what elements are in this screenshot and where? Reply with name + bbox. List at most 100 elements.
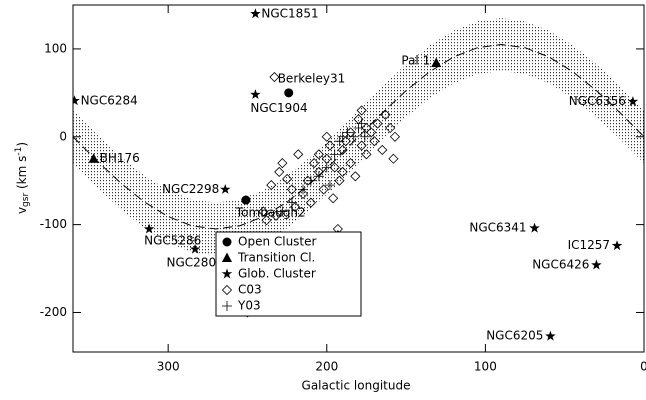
marker-diamond [274, 166, 285, 177]
point-label: NGC6356 [569, 94, 626, 108]
marker-plus [356, 118, 367, 129]
marker-star [189, 243, 201, 254]
marker-star [143, 223, 155, 234]
marker-diamond [293, 149, 304, 160]
marker-plus [348, 131, 359, 142]
marker-diamond [261, 215, 272, 226]
marker-diamond [334, 175, 345, 186]
marker-diamond [324, 140, 336, 151]
marker-plus [337, 131, 348, 142]
marker-diamond [356, 140, 367, 151]
point-label: NGC2298 [162, 182, 219, 196]
marker-diamond [361, 149, 372, 160]
marker-plus [277, 206, 288, 217]
marker-plus [313, 171, 324, 182]
legend-marker [222, 237, 232, 247]
point-label: NGC6205 [486, 329, 543, 343]
marker-star [611, 240, 623, 251]
marker-diamond [318, 184, 329, 195]
marker-plus [321, 162, 332, 173]
marker-circle [284, 88, 294, 98]
marker-diamond [270, 210, 282, 221]
plot-frame [72, 4, 645, 353]
marker-triangle [431, 57, 442, 67]
marker-diamond [309, 158, 320, 169]
marker-diamond [282, 173, 293, 185]
legend-label: C03 [238, 283, 262, 297]
marker-star [250, 89, 261, 100]
legend-label: Glob. Cluster [238, 267, 316, 281]
x-axis-label: Galactic longitude [302, 379, 411, 393]
marker-diamond [313, 149, 324, 160]
y-tick-label: -200 [40, 305, 67, 319]
point-label: NGC1904 [250, 101, 307, 115]
marker-plus [305, 175, 316, 186]
marker-diamond [345, 158, 356, 169]
marker-diamond [380, 109, 391, 120]
point-label: NGC6426 [532, 258, 589, 272]
marker-diamond [286, 184, 297, 195]
point-label: NGC2808 [167, 256, 224, 270]
point-label: NGC6284 [81, 93, 138, 107]
marker-diamond [377, 144, 388, 156]
point-label: Berkeley31 [278, 71, 346, 85]
y-tick-label: 0 [59, 129, 67, 143]
marker-star [591, 259, 602, 270]
y-tick-label: 100 [44, 41, 67, 55]
marker-plus [286, 197, 297, 208]
marker-diamond [305, 197, 316, 208]
marker-diamond [258, 206, 269, 217]
legend-label: Y03 [237, 299, 261, 313]
y-tick-label: -100 [40, 217, 67, 231]
legend-label: Transition Cl. [237, 251, 315, 265]
marker-diamond [350, 171, 361, 182]
y-axis-label: vgsr (km s-1) [14, 142, 31, 214]
marker-diamond [337, 166, 348, 177]
point-label: IC1257 [568, 238, 610, 252]
marker-diamond [369, 136, 380, 147]
marker-star [529, 222, 540, 233]
x-tick-label: 0 [640, 360, 646, 374]
point-label: BH176 [100, 151, 140, 165]
marker-circle [241, 195, 251, 205]
marker-diamond [269, 71, 280, 83]
legend-label: Open Cluster [238, 235, 317, 249]
x-tick-label: 200 [315, 360, 338, 374]
point-label: Tombaugh2 [235, 206, 306, 220]
point-label: Pal 1 [401, 53, 430, 67]
marker-star [627, 96, 639, 107]
marker-star [545, 330, 556, 341]
marker-plus [329, 149, 340, 160]
point-label: NGC5286 [144, 234, 201, 248]
marker-diamond [388, 153, 399, 164]
legend-marker [221, 284, 233, 296]
marker-triangle [88, 153, 99, 163]
point-label: NGC6341 [469, 221, 526, 235]
marker-diamond [321, 131, 332, 142]
x-tick-label: 300 [157, 360, 180, 374]
marker-plus [324, 180, 335, 191]
marker-diamond [389, 131, 401, 142]
marker-star [73, 95, 80, 106]
legend-box [215, 231, 362, 317]
marker-diamond [329, 162, 340, 173]
point-label: NGC1851 [261, 6, 318, 20]
marker-plus [359, 131, 370, 142]
marker-diamond [372, 118, 383, 129]
marker-diamond [277, 158, 288, 169]
marker-star [220, 183, 231, 194]
marker-diamond [328, 193, 339, 204]
marker-diamond [337, 144, 348, 156]
marker-diamond [266, 180, 277, 191]
legend-marker [222, 301, 232, 311]
marker-diamond [385, 122, 396, 134]
x-tick-label: 100 [474, 360, 497, 374]
marker-star [250, 8, 261, 19]
marker-diamond [297, 188, 309, 199]
marker-plus [297, 184, 308, 195]
legend-marker [222, 252, 232, 262]
marker-diamond [356, 105, 367, 116]
marker-diamond [361, 122, 372, 134]
legend-marker [221, 268, 233, 279]
